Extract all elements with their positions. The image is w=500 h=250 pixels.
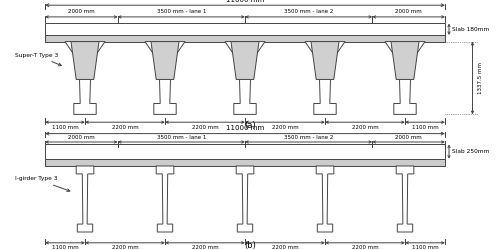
Text: 11000 mm: 11000 mm	[226, 125, 264, 131]
Text: 2200 mm: 2200 mm	[352, 125, 378, 130]
Polygon shape	[391, 42, 419, 80]
Text: (a): (a)	[244, 121, 256, 130]
Text: 1100 mm: 1100 mm	[52, 125, 78, 130]
Polygon shape	[151, 42, 179, 80]
Bar	[45, 24, 445, 35]
Polygon shape	[305, 42, 345, 115]
Text: 2000 mm: 2000 mm	[68, 134, 94, 140]
Polygon shape	[231, 42, 259, 80]
Text: Super-T Type 3: Super-T Type 3	[15, 53, 62, 66]
Bar	[45, 35, 445, 42]
Text: Slab 250mm: Slab 250mm	[452, 149, 490, 154]
Bar	[45, 144, 445, 159]
Text: I-girder Type 3: I-girder Type 3	[15, 176, 70, 192]
Text: 3500 mm - lane 1: 3500 mm - lane 1	[156, 134, 206, 140]
Text: 2200 mm: 2200 mm	[272, 125, 298, 130]
Polygon shape	[156, 166, 174, 232]
Text: 2200 mm: 2200 mm	[112, 125, 138, 130]
Text: 1100 mm: 1100 mm	[412, 125, 438, 130]
Text: 1100 mm: 1100 mm	[52, 245, 78, 250]
Text: 2000 mm: 2000 mm	[396, 134, 422, 140]
Text: 2000 mm: 2000 mm	[68, 9, 94, 14]
Text: 2200 mm: 2200 mm	[352, 245, 378, 250]
Text: 2200 mm: 2200 mm	[112, 245, 138, 250]
Text: 3500 mm - lane 1: 3500 mm - lane 1	[156, 9, 206, 14]
Text: 2200 mm: 2200 mm	[192, 125, 218, 130]
Polygon shape	[145, 42, 185, 115]
Text: Slab 180mm: Slab 180mm	[452, 27, 490, 32]
Polygon shape	[225, 42, 265, 115]
Polygon shape	[71, 42, 99, 80]
Polygon shape	[385, 42, 425, 115]
Text: 1100 mm: 1100 mm	[412, 245, 438, 250]
Text: 2200 mm: 2200 mm	[192, 245, 218, 250]
Text: 11000 mm: 11000 mm	[226, 0, 264, 2]
Text: 3500 mm - lane 2: 3500 mm - lane 2	[284, 134, 334, 140]
Text: 2200 mm: 2200 mm	[272, 245, 298, 250]
Polygon shape	[396, 166, 414, 232]
Polygon shape	[311, 42, 339, 80]
Text: 1337.5 mm: 1337.5 mm	[478, 62, 482, 94]
Polygon shape	[236, 166, 254, 232]
Text: 3500 mm - lane 2: 3500 mm - lane 2	[284, 9, 334, 14]
Text: (b): (b)	[244, 241, 256, 250]
Bar	[45, 159, 445, 166]
Text: 2000 mm: 2000 mm	[396, 9, 422, 14]
Polygon shape	[65, 42, 105, 115]
Polygon shape	[316, 166, 334, 232]
Polygon shape	[76, 166, 94, 232]
